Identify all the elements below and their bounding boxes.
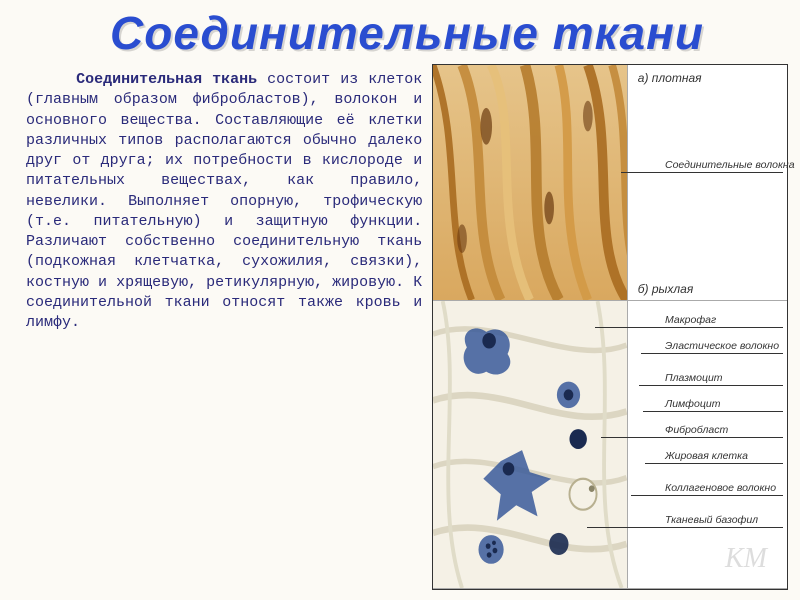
panel-a-labels: а) плотная Соединительные волокна — [628, 65, 787, 300]
panel-b-caption: б) рыхлая — [632, 280, 699, 298]
label-fibroblast: Фибробласт — [665, 425, 783, 438]
slide-page: Соединительные ткани Соединительная ткан… — [0, 0, 800, 600]
body-text: Соединительная ткань состоит из клеток (… — [26, 64, 422, 590]
label-fat-cell: Жировая клетка — [665, 451, 783, 464]
figure-panel-a: а) плотная Соединительные волокна — [433, 65, 787, 301]
body-text-bold: Соединительная ткань — [76, 71, 257, 88]
page-title: Соединительные ткани — [26, 6, 788, 60]
label-lymphocyte: Лимфоцит — [665, 399, 783, 412]
content-row: Соединительная ткань состоит из клеток (… — [26, 64, 788, 590]
panel-b-labels: б) рыхлая Макрофаг Эластическое волокно … — [628, 301, 787, 588]
label-basophil: Тканевый базофил — [665, 515, 783, 528]
label-collagen-fiber: Коллагеновое волокно — [665, 483, 783, 496]
figure-column: а) плотная Соединительные волокна — [432, 64, 788, 590]
tissue-figure: а) плотная Соединительные волокна — [432, 64, 788, 590]
panel-a-caption: а) плотная — [632, 69, 783, 87]
label-fibers: Соединительные волокна — [665, 160, 783, 173]
label-macrophage: Макрофаг — [665, 315, 783, 328]
dense-tissue-svg — [433, 65, 627, 300]
micrograph-loose — [433, 301, 628, 588]
figure-panel-b: б) рыхлая Макрофаг Эластическое волокно … — [433, 301, 787, 589]
body-text-rest: состоит из клеток (главным образом фибро… — [26, 71, 422, 331]
label-elastic-fiber: Эластическое волокно — [665, 341, 783, 354]
loose-tissue-svg — [433, 301, 627, 588]
label-fibers-text: Соединительные волокна — [665, 159, 795, 171]
micrograph-dense — [433, 65, 628, 300]
label-plasmocyte: Плазмоцит — [665, 373, 783, 386]
